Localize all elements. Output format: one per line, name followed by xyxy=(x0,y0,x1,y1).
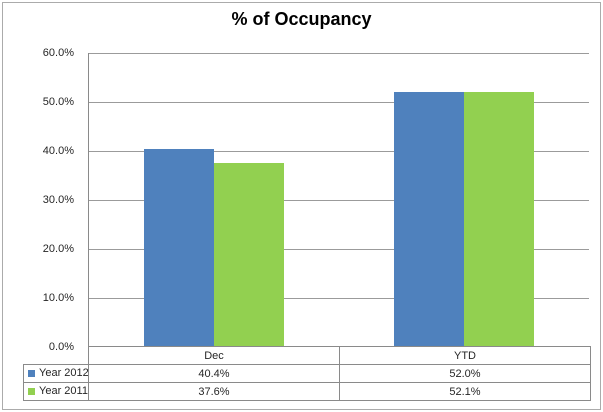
bar-year-2012-dec xyxy=(144,149,214,347)
bar-year-2012-ytd xyxy=(394,92,464,347)
gridline xyxy=(89,200,589,201)
y-axis-tick-label: 0.0% xyxy=(48,341,74,353)
table-row: 37.6% 52.1% xyxy=(88,382,591,401)
bar-year-2011-dec xyxy=(214,163,284,347)
data-table: Dec YTD 40.4% 52.0% 37.6% 52.1% xyxy=(88,346,591,401)
value-cell: 52.1% xyxy=(339,382,591,401)
legend-swatch-icon xyxy=(28,388,35,396)
plot-area xyxy=(88,53,589,347)
table-row: 40.4% 52.0% xyxy=(88,364,591,383)
gridline xyxy=(89,102,589,103)
gridline xyxy=(89,298,589,299)
category-row: Dec YTD xyxy=(88,346,591,365)
legend-label: Year 2011 xyxy=(39,385,88,398)
legend-row: Year 2012 xyxy=(23,364,89,383)
legend-label: Year 2012 xyxy=(39,367,89,380)
category-label: Dec xyxy=(88,346,340,365)
legend-row: Year 2011 xyxy=(23,382,89,401)
bar-year-2011-ytd xyxy=(464,92,534,347)
gridline xyxy=(89,53,589,54)
value-cell: 37.6% xyxy=(88,382,340,401)
y-axis-tick-label: 40.0% xyxy=(42,145,74,157)
legend: Year 2012 Year 2011 xyxy=(23,364,89,401)
chart-title: % of Occupancy xyxy=(231,9,372,29)
gridline xyxy=(89,151,589,152)
gridline xyxy=(89,249,589,250)
category-label: YTD xyxy=(339,346,591,365)
y-axis-tick-label: 20.0% xyxy=(42,243,74,255)
y-axis-tick-label: 30.0% xyxy=(42,194,74,206)
y-axis-tick-label: 60.0% xyxy=(42,47,74,59)
y-axis-tick-label: 10.0% xyxy=(42,292,74,304)
y-axis-tick-label: 50.0% xyxy=(42,96,74,108)
value-cell: 40.4% xyxy=(88,364,340,383)
legend-swatch-icon xyxy=(28,370,35,378)
value-cell: 52.0% xyxy=(339,364,591,383)
